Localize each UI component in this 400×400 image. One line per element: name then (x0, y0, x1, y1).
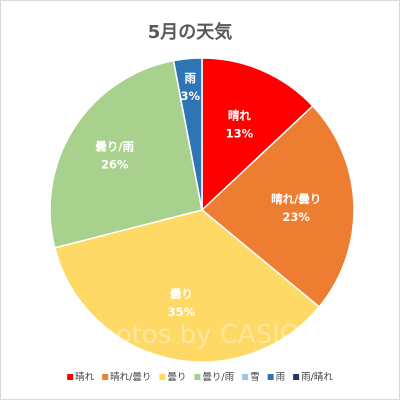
slice-category-label: 晴れ (228, 109, 251, 123)
legend-swatch (159, 374, 166, 380)
pie-slice-1 (200, 104, 355, 308)
legend-label: 晴れ/曇り (110, 371, 151, 383)
chart-title: 5月の天気 (148, 21, 233, 43)
legend-swatch (194, 374, 201, 380)
pie-slices (49, 57, 355, 363)
legend-label: 曇り/雨 (202, 372, 234, 383)
pie-slice-2 (53, 209, 321, 363)
slice-category-label: 曇り (170, 287, 193, 301)
slice-percent-label: 23% (282, 210, 310, 224)
legend-swatch (267, 374, 274, 380)
legend-label: 雨 (276, 372, 286, 383)
slice-labels: 晴れ 13% 晴れ/曇り 23% 曇り 35% 曇り/雨 26% 雨 3% (95, 71, 321, 319)
legend: 晴れ 晴れ/曇り 曇り 曇り/雨 雪 雨 雨/晴れ (67, 371, 333, 383)
legend-swatch (293, 374, 300, 380)
slice-category-label: 晴れ/曇り (271, 192, 321, 206)
legend-label: 曇り (167, 372, 186, 383)
slice-percent-label: 26% (101, 158, 129, 172)
legend-swatch (242, 374, 249, 380)
slice-category-label: 雨 (185, 71, 197, 85)
watermark-text: Photos by CASIO (84, 320, 301, 350)
slice-percent-label: 13% (226, 127, 254, 141)
pie-slice-0 (201, 57, 314, 212)
pie-slice-3 (49, 59, 203, 249)
legend-swatch (67, 374, 74, 380)
pie-slice-5 (172, 57, 203, 211)
legend-label: 晴れ (75, 371, 95, 383)
slice-percent-label: 3% (181, 89, 201, 103)
legend-label: 雨/晴れ (301, 371, 333, 383)
legend-label: 雪 (250, 372, 260, 383)
slice-percent-label: 35% (168, 305, 196, 319)
slice-category-label: 曇り/雨 (95, 140, 134, 154)
legend-swatch (102, 374, 109, 380)
